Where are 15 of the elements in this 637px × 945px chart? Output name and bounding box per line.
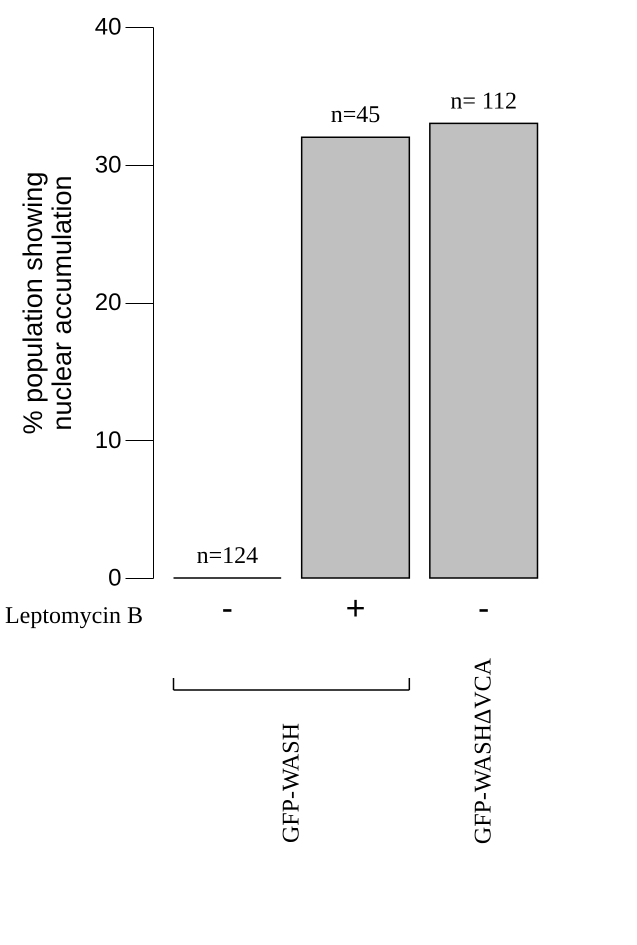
x-axis-title: Leptomycin B [5, 603, 143, 629]
y-tick-label: 40 [94, 14, 122, 40]
x-tick-label: - [222, 590, 233, 628]
text: GFP-WASHΔVCA [470, 657, 497, 844]
y-axis-title: % population showing nuclear accumulation [18, 172, 77, 434]
annotation: n=45 [330, 102, 380, 128]
y-tick-label: 30 [94, 151, 122, 178]
text: GFP-WASH [278, 723, 304, 844]
x-tick-label: - [478, 590, 490, 628]
y-tick-label: 10 [94, 426, 122, 454]
y-tick-label: 0 [108, 564, 122, 592]
annotation: n= 112 [450, 88, 517, 114]
y-tick-label: 20 [94, 289, 122, 316]
annotation: n=124 [196, 543, 258, 569]
x-tick-label: + [346, 590, 366, 628]
